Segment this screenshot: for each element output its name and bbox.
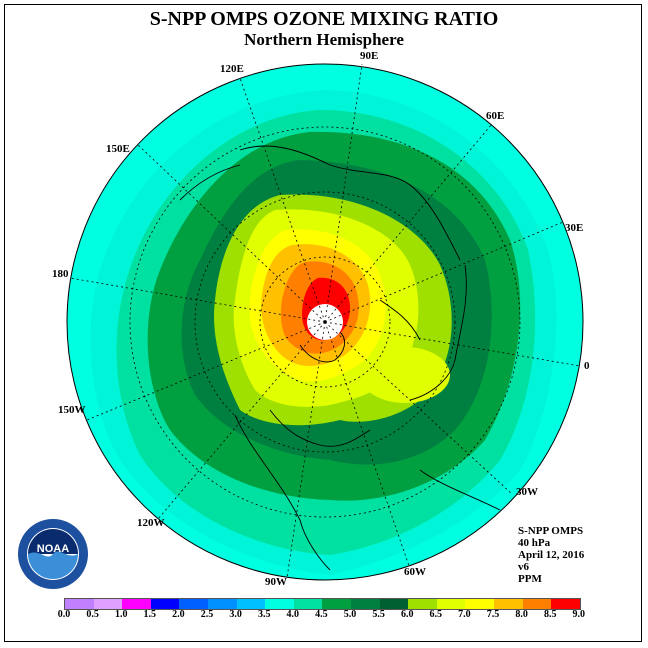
colorbar-swatch: [551, 599, 580, 609]
noaa-logo: NOAA: [18, 519, 88, 589]
lon-label-30w: 30W: [516, 486, 538, 498]
lon-label-30e: 30E: [565, 222, 584, 234]
lon-label-60w: 60W: [404, 566, 426, 578]
colorbar-swatch: [150, 599, 180, 609]
colorbar-swatch: [265, 599, 294, 609]
info-instrument: S-NPP OMPS: [518, 525, 584, 537]
colorbar-tick-label: 6.0: [400, 609, 414, 620]
colorbar-swatch: [408, 599, 437, 609]
colorbar-tick-label: 3.5: [257, 609, 271, 620]
colorbar-tick-label: 9.0: [572, 609, 586, 620]
lon-label-90e: 90E: [360, 50, 379, 62]
info-level: 40 hPa: [518, 537, 551, 549]
lon-label-90w: 90W: [265, 576, 287, 588]
logo-text: NOAA: [37, 543, 69, 555]
graticule: [69, 63, 581, 579]
colorbar-swatch: [236, 599, 266, 609]
colorbar-swatch: [122, 599, 151, 609]
colorbar-tick-label: 5.5: [372, 609, 385, 620]
colorbar-tick-label: 8.5: [543, 609, 557, 620]
colorbar-swatch: [207, 599, 237, 609]
lon-label-60e: 60E: [486, 110, 505, 122]
colorbar-swatch: [436, 599, 466, 609]
lon-label-120e: 120E: [220, 63, 244, 75]
lon-label-150e: 150E: [106, 143, 130, 155]
colorbar-tick-label: 8.0: [515, 609, 528, 620]
colorbar-tick-label: 2.5: [200, 609, 214, 620]
coastlines: [179, 145, 501, 571]
colorbar-swatch: [65, 599, 94, 609]
colorbar-tick-label: 0.5: [86, 609, 99, 620]
colorbar-tick-label: 3.0: [229, 609, 242, 620]
colorbar-tick-label: 6.5: [429, 609, 443, 620]
colorbar-tick-label: 4.5: [315, 609, 328, 620]
colorbar-tick-label: 7.5: [486, 609, 500, 620]
map-subtitle: Northern Hemisphere: [244, 30, 404, 49]
colorbar-swatch: [465, 599, 494, 609]
colorbar-swatch: [293, 599, 323, 609]
colorbar-tick-label: 5.0: [343, 609, 357, 620]
colorbar-swatch: [493, 599, 523, 609]
colorbar-swatch: [322, 599, 351, 609]
colorbar-swatch: [522, 599, 552, 609]
map-title: S-NPP OMPS OZONE MIXING RATIO: [149, 8, 499, 30]
colorbar-swatch: [379, 599, 409, 609]
info-units: PPM: [518, 573, 542, 585]
map-boundary: [66, 63, 584, 581]
colorbar-tick-label: 1.0: [114, 609, 128, 620]
lon-label-120w: 120W: [137, 517, 165, 529]
colorbar-swatch: [179, 599, 208, 609]
colorbar-tick-label: 1.5: [143, 609, 157, 620]
lon-label-150w: 150W: [58, 404, 86, 416]
ozone-field: [67, 64, 583, 580]
info-version: v6: [518, 561, 529, 573]
colorbar-tick-label: 4.0: [286, 609, 300, 620]
info-date: April 12, 2016: [518, 549, 585, 561]
lon-label-0: 0: [584, 360, 590, 372]
colorbar-tick-label: 0.0: [57, 609, 71, 620]
colorbar: [64, 598, 581, 610]
info-block: S-NPP OMPS 40 hPa April 12, 2016 v6 PPM: [518, 525, 584, 585]
colorbar-ticks: 0.0 0.5 1.0 1.5 2.0 2.5 3.0 3.5 4.0 4.5 5.0 5.5 6.0 6…: [58, 609, 586, 625]
colorbar-swatch: [350, 599, 380, 609]
lon-label-180: 180: [52, 268, 69, 280]
colorbar-tick-label: 7.0: [458, 609, 471, 620]
colorbar-swatch: [93, 599, 123, 609]
figure-frame: [4, 4, 642, 642]
colorbar-tick-label: 2.0: [172, 609, 185, 620]
